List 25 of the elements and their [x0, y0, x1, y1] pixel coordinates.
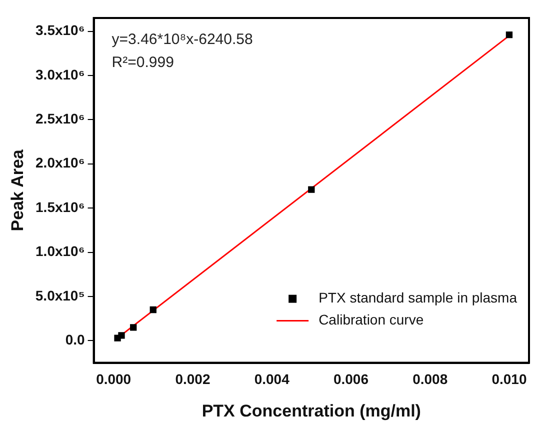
point [130, 324, 137, 331]
point [118, 332, 125, 339]
x-tick-label: 0.010 [492, 371, 527, 388]
y-tick-label: 2.0x10⁶ [36, 154, 85, 171]
point [506, 31, 513, 38]
y-tick-label: 2.5x10⁶ [36, 110, 85, 127]
y-tick-label: 1.0x10⁶ [36, 243, 85, 260]
y-axis-title: Peak Area [8, 149, 27, 232]
point [308, 186, 315, 193]
y-tick-label: 1.5x10⁶ [36, 198, 85, 215]
x-tick-label: 0.002 [175, 371, 210, 388]
x-tick-label: 0.004 [254, 371, 290, 388]
legend-label: PTX standard sample in plasma [318, 290, 518, 306]
x-axis-title: PTX Concentration (mg/ml) [202, 401, 421, 420]
point [150, 306, 156, 314]
x-tick-label: 0.006 [333, 371, 369, 388]
y-tick-label: 3.0x10⁶ [36, 66, 85, 82]
y-tick-label: 0.0 [65, 332, 86, 348]
annotation: y=3.46*10⁸x-6240.58 [112, 31, 253, 48]
y-tick-label: 5.0x10⁵ [35, 287, 85, 304]
y-tick-label: 3.5x10⁶ [36, 22, 85, 38]
x-tick-label: 0.008 [412, 371, 448, 388]
annotation: R²=0.999 [112, 54, 174, 72]
x-tick-label: 0.000 [96, 371, 132, 388]
legend-label: Calibration curve [318, 312, 424, 328]
